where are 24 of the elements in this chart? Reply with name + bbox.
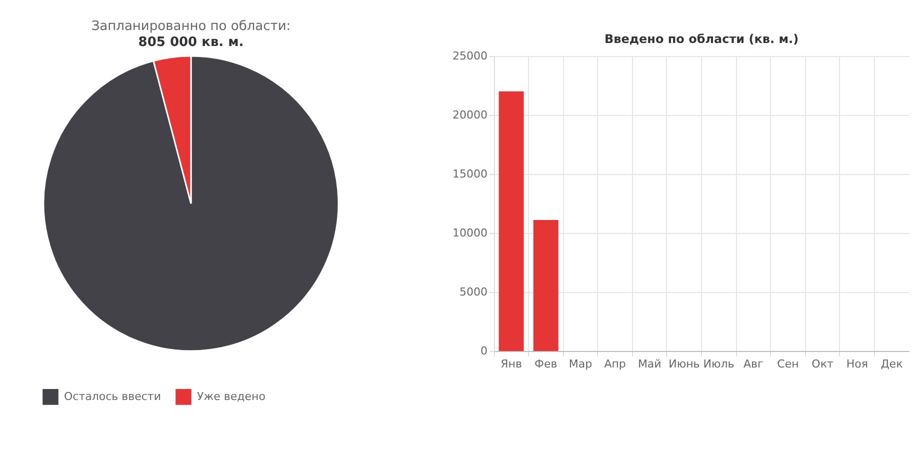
x-tick-label: Май xyxy=(638,358,662,370)
x-tick-label: Июнь xyxy=(668,358,700,370)
x-tick-label: Июль xyxy=(703,358,734,370)
x-tick-label: Дек xyxy=(880,358,904,370)
x-tick-label: Сен xyxy=(777,358,799,370)
x-tick-label: Мар xyxy=(568,358,592,370)
x-tick-label: Янв xyxy=(500,358,522,370)
y-tick-label: 10000 xyxy=(452,226,488,240)
y-tick-label: 0 xyxy=(480,344,488,358)
chart-subtitle: 805 000 кв. м. xyxy=(138,35,244,50)
chart-title: Введено по области (кв. м.) xyxy=(604,32,799,46)
chart-title: Запланированно по области: xyxy=(91,19,291,34)
legend-label: Уже ведено xyxy=(197,390,266,403)
x-tick-label: Апр xyxy=(604,358,626,370)
legend-label: Осталось ввести xyxy=(64,390,161,403)
y-tick-label: 20000 xyxy=(452,108,488,122)
pie-slice xyxy=(42,55,340,352)
x-tick-label: Фев xyxy=(534,358,558,370)
y-tick-label: 25000 xyxy=(452,50,488,62)
y-tick-label: 15000 xyxy=(452,168,488,180)
x-tick-label: Окт xyxy=(812,358,834,370)
x-tick-label: Авг xyxy=(743,358,764,370)
y-tick-label: 5000 xyxy=(460,286,488,298)
x-tick-label: Ноя xyxy=(846,358,868,370)
